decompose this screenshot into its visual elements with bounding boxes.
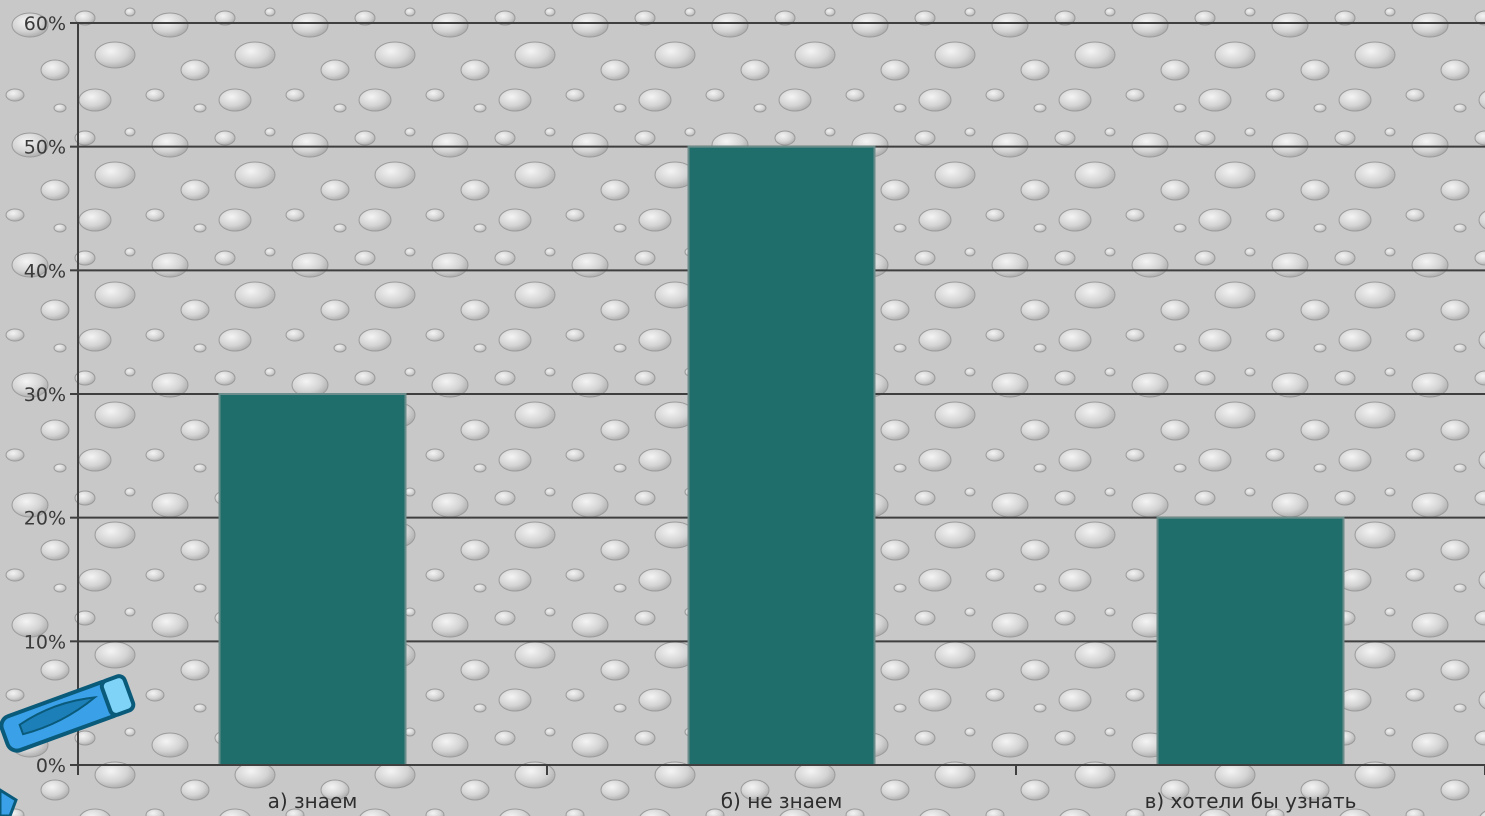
y-tick-label: 20% (24, 508, 66, 530)
pen-icon (0, 674, 136, 753)
bar (687, 145, 876, 766)
x-category-label: б) не знаем (721, 789, 843, 813)
y-tick-label: 10% (24, 631, 66, 653)
x-category-label: а) знаем (268, 789, 358, 813)
y-tick-label: 40% (24, 260, 66, 282)
y-tick-label: 0% (36, 755, 66, 777)
bar (1156, 516, 1345, 767)
bars (218, 145, 1345, 767)
y-tick-labels: 0% 10% 20% 30% 40% 50% 60% (24, 13, 78, 777)
pen-tip-icon (0, 788, 18, 816)
bar (218, 393, 407, 766)
x-category-label: в) хотели бы узнать (1145, 789, 1357, 813)
y-tick-label: 60% (24, 13, 66, 35)
y-tick-label: 50% (24, 137, 66, 159)
x-category-labels: а) знаем б) не знаем в) хотели бы узнать (268, 789, 1357, 813)
y-tick-label: 30% (24, 384, 66, 406)
